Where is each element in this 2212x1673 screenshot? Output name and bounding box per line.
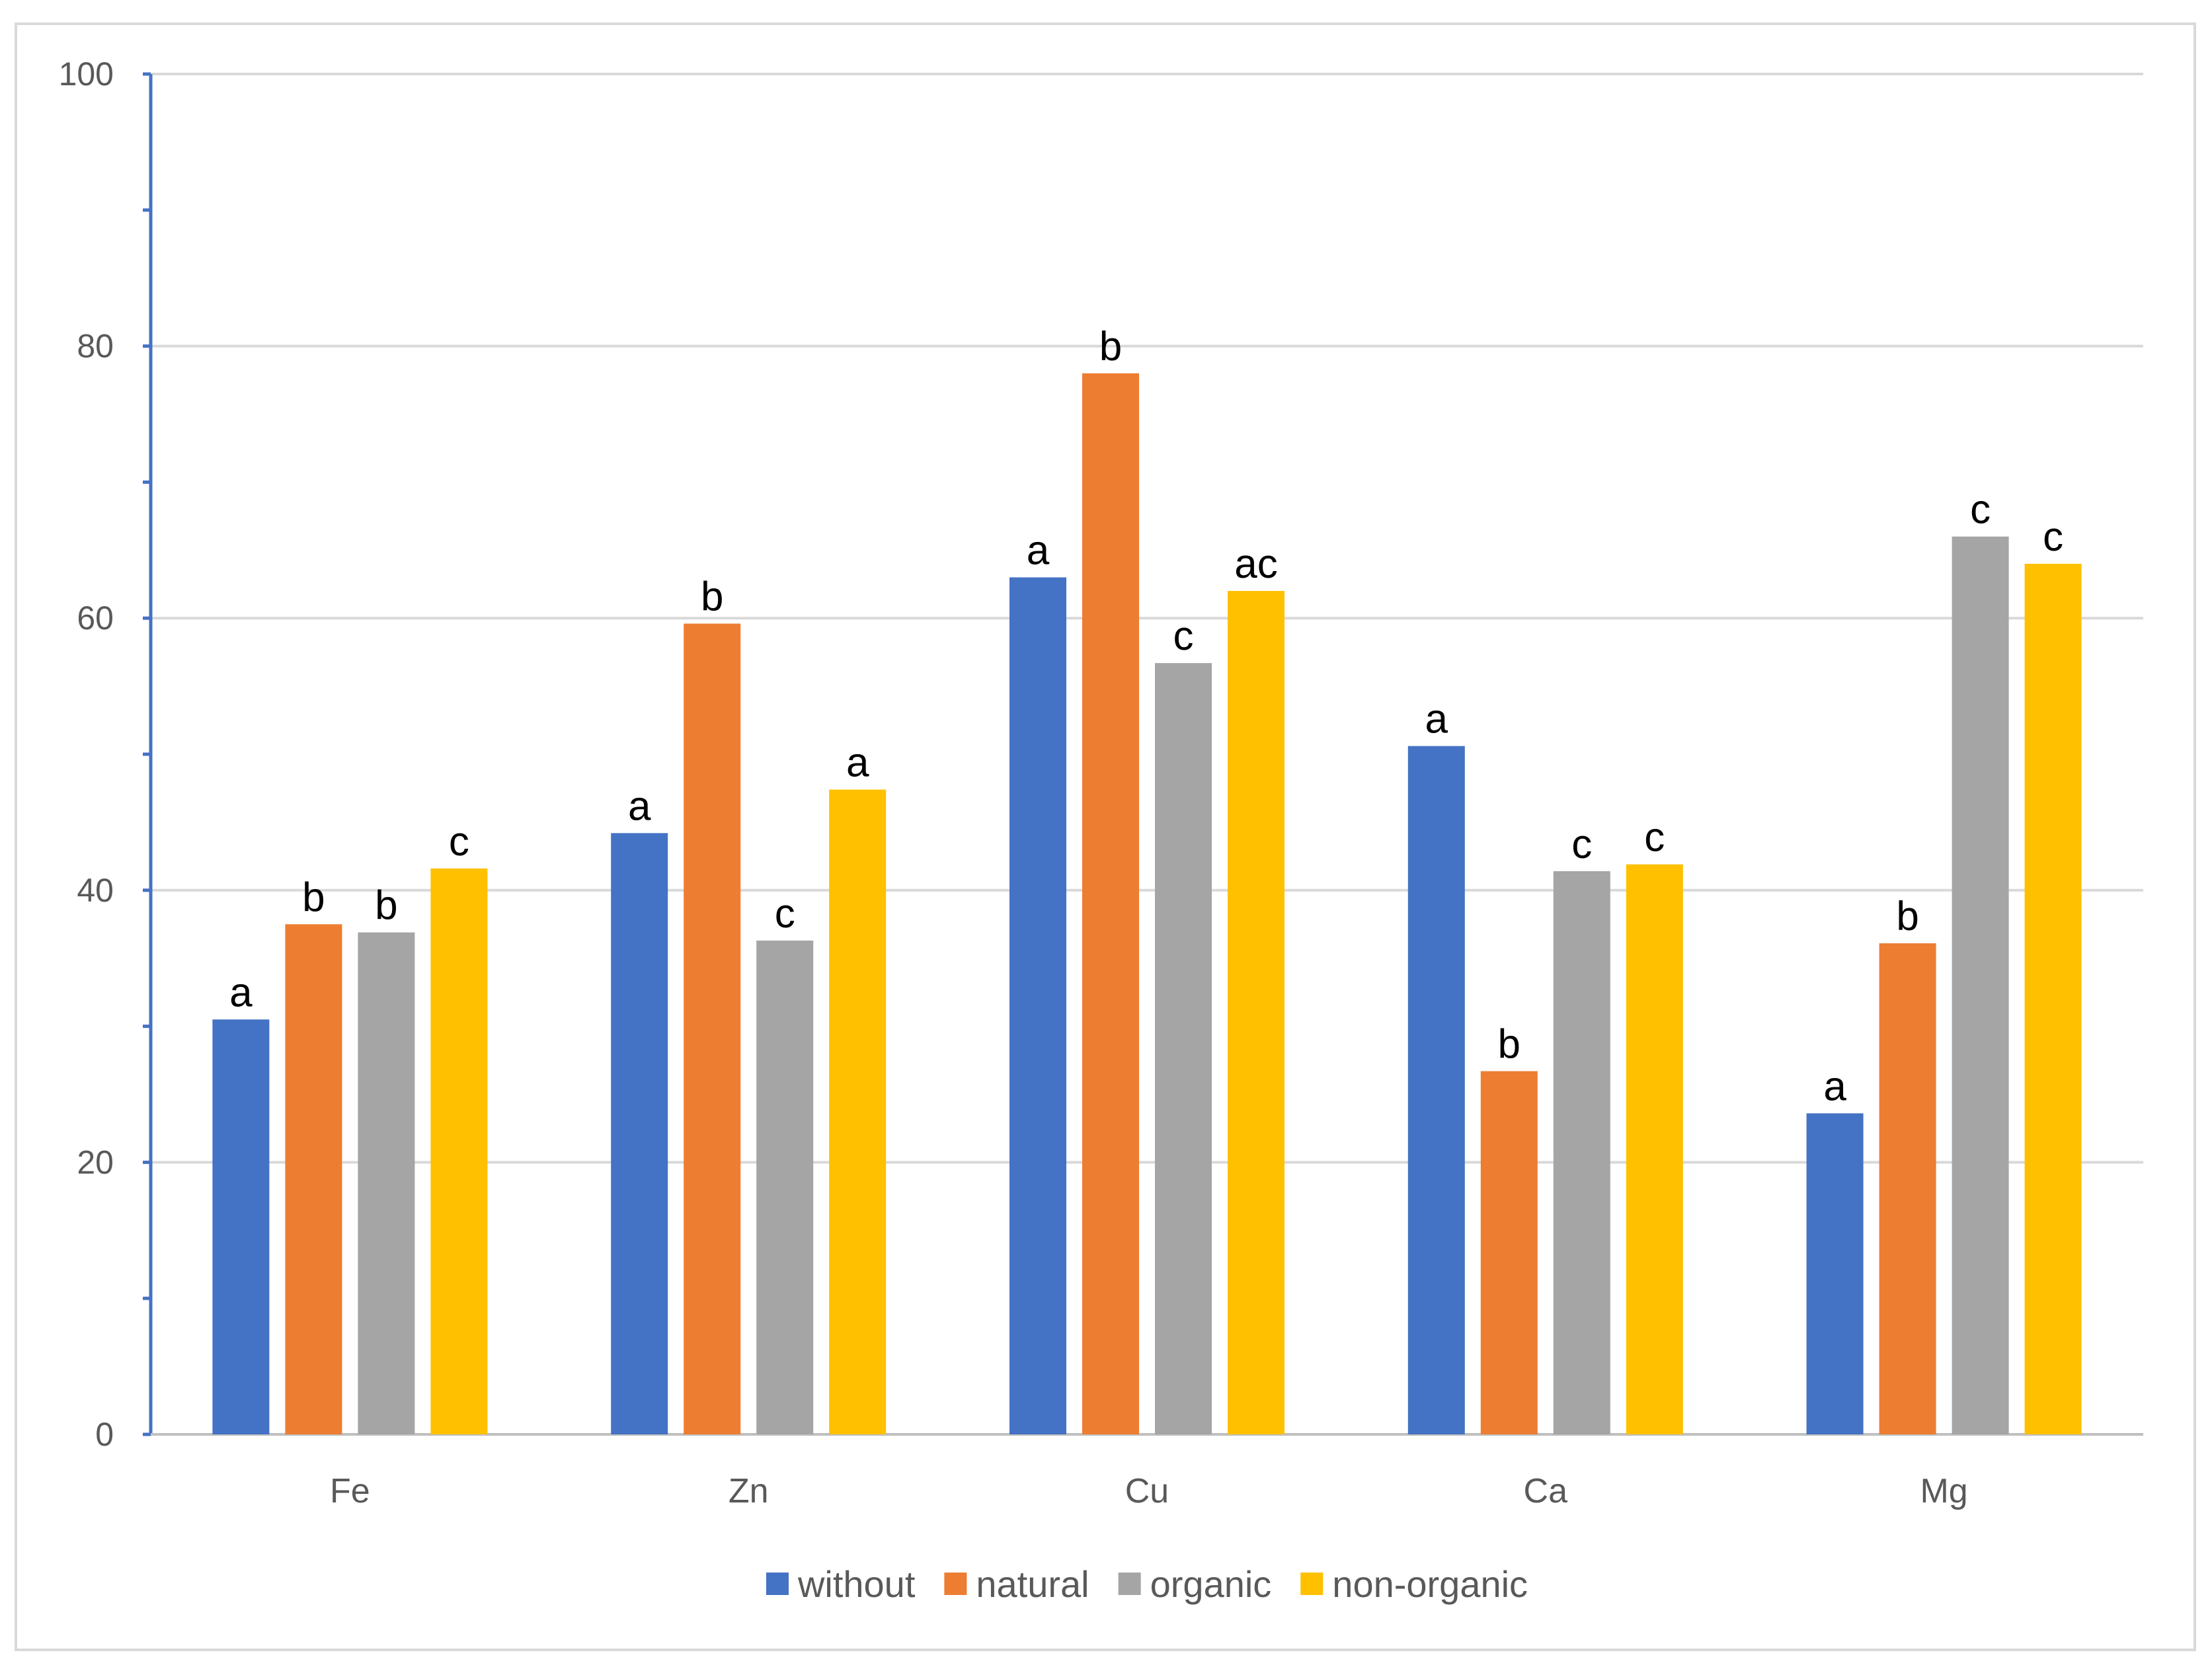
legend-swatch-natural [944, 1573, 967, 1595]
bar-mg-non-organic [2024, 563, 2082, 1434]
bar-label-fe-non-organic: c [449, 819, 469, 865]
bar-fe-organic [358, 932, 415, 1434]
bar-zn-natural [684, 623, 741, 1434]
bar-label-ca-non-organic: c [1644, 815, 1665, 861]
bar-zn-without [611, 833, 668, 1434]
bar-label-fe-without: a [229, 970, 253, 1015]
bar-label-cu-non-organic: ac [1234, 541, 1277, 587]
bar-label-cu-natural: b [1099, 324, 1122, 370]
bar-label-fe-organic: b [375, 883, 397, 929]
y-tick-label: 100 [59, 56, 114, 93]
legend: without natural organic non-organic [766, 1563, 1528, 1605]
bar-mg-natural [1879, 943, 1936, 1434]
legend-label-non-organic: non-organic [1332, 1563, 1528, 1605]
bar-ca-natural [1480, 1071, 1538, 1434]
bar-cu-without [1009, 577, 1066, 1435]
x-category-label: Cu [1125, 1472, 1169, 1510]
x-category-label: Ca [1524, 1472, 1568, 1510]
bar-cu-organic [1155, 663, 1212, 1434]
bar-fe-non-organic [430, 868, 488, 1434]
bar-label-mg-natural: b [1896, 894, 1918, 939]
bars [212, 373, 2082, 1435]
bar-ca-non-organic [1626, 864, 1683, 1434]
bar-label-zn-organic: c [775, 891, 795, 937]
bar-fe-natural [285, 924, 342, 1434]
bar-ca-without [1407, 746, 1465, 1434]
bar-label-cu-organic: c [1173, 613, 1194, 659]
bar-ca-organic [1553, 871, 1610, 1434]
bar-label-cu-without: a [1027, 527, 1050, 573]
y-tick-label: 80 [77, 328, 114, 365]
bar-label-ca-natural: b [1498, 1022, 1521, 1068]
x-category-label: Fe [330, 1472, 370, 1510]
y-tick-label: 0 [95, 1416, 114, 1453]
y-tick-label: 20 [77, 1144, 114, 1181]
bar-label-ca-organic: c [1571, 822, 1592, 867]
bar-cu-natural [1082, 373, 1139, 1434]
bar-fe-without [212, 1019, 270, 1434]
legend-swatch-without [766, 1573, 789, 1595]
legend-label-natural: natural [976, 1563, 1089, 1605]
y-tick-label: 40 [77, 872, 114, 909]
bar-cu-non-organic [1228, 591, 1284, 1434]
x-category-label: Mg [1920, 1472, 1967, 1510]
legend-swatch-non-organic [1300, 1573, 1323, 1595]
legend-swatch-organic [1118, 1573, 1141, 1595]
x-category-label: Zn [729, 1472, 769, 1510]
legend-label-organic: organic [1150, 1563, 1272, 1605]
bar-label-mg-without: a [1823, 1064, 1846, 1109]
legend-label-without: without [797, 1563, 916, 1605]
bar-label-zn-non-organic: a [846, 740, 869, 786]
bar-zn-non-organic [829, 789, 887, 1434]
bar-mg-organic [1952, 536, 2009, 1434]
x-axis-labels: Fe Zn Cu Ca Mg [330, 1472, 1968, 1510]
bar-mg-without [1806, 1113, 1864, 1434]
bar-label-fe-natural: b [302, 875, 325, 920]
bar-label-zn-natural: b [701, 574, 723, 619]
bar-label-zn-without: a [628, 783, 651, 829]
y-tick-label: 60 [77, 600, 114, 637]
bar-label-ca-without: a [1425, 697, 1448, 742]
bar-zn-organic [756, 940, 814, 1434]
bar-label-mg-non-organic: c [2043, 514, 2063, 560]
bar-label-mg-organic: c [1970, 487, 1991, 533]
